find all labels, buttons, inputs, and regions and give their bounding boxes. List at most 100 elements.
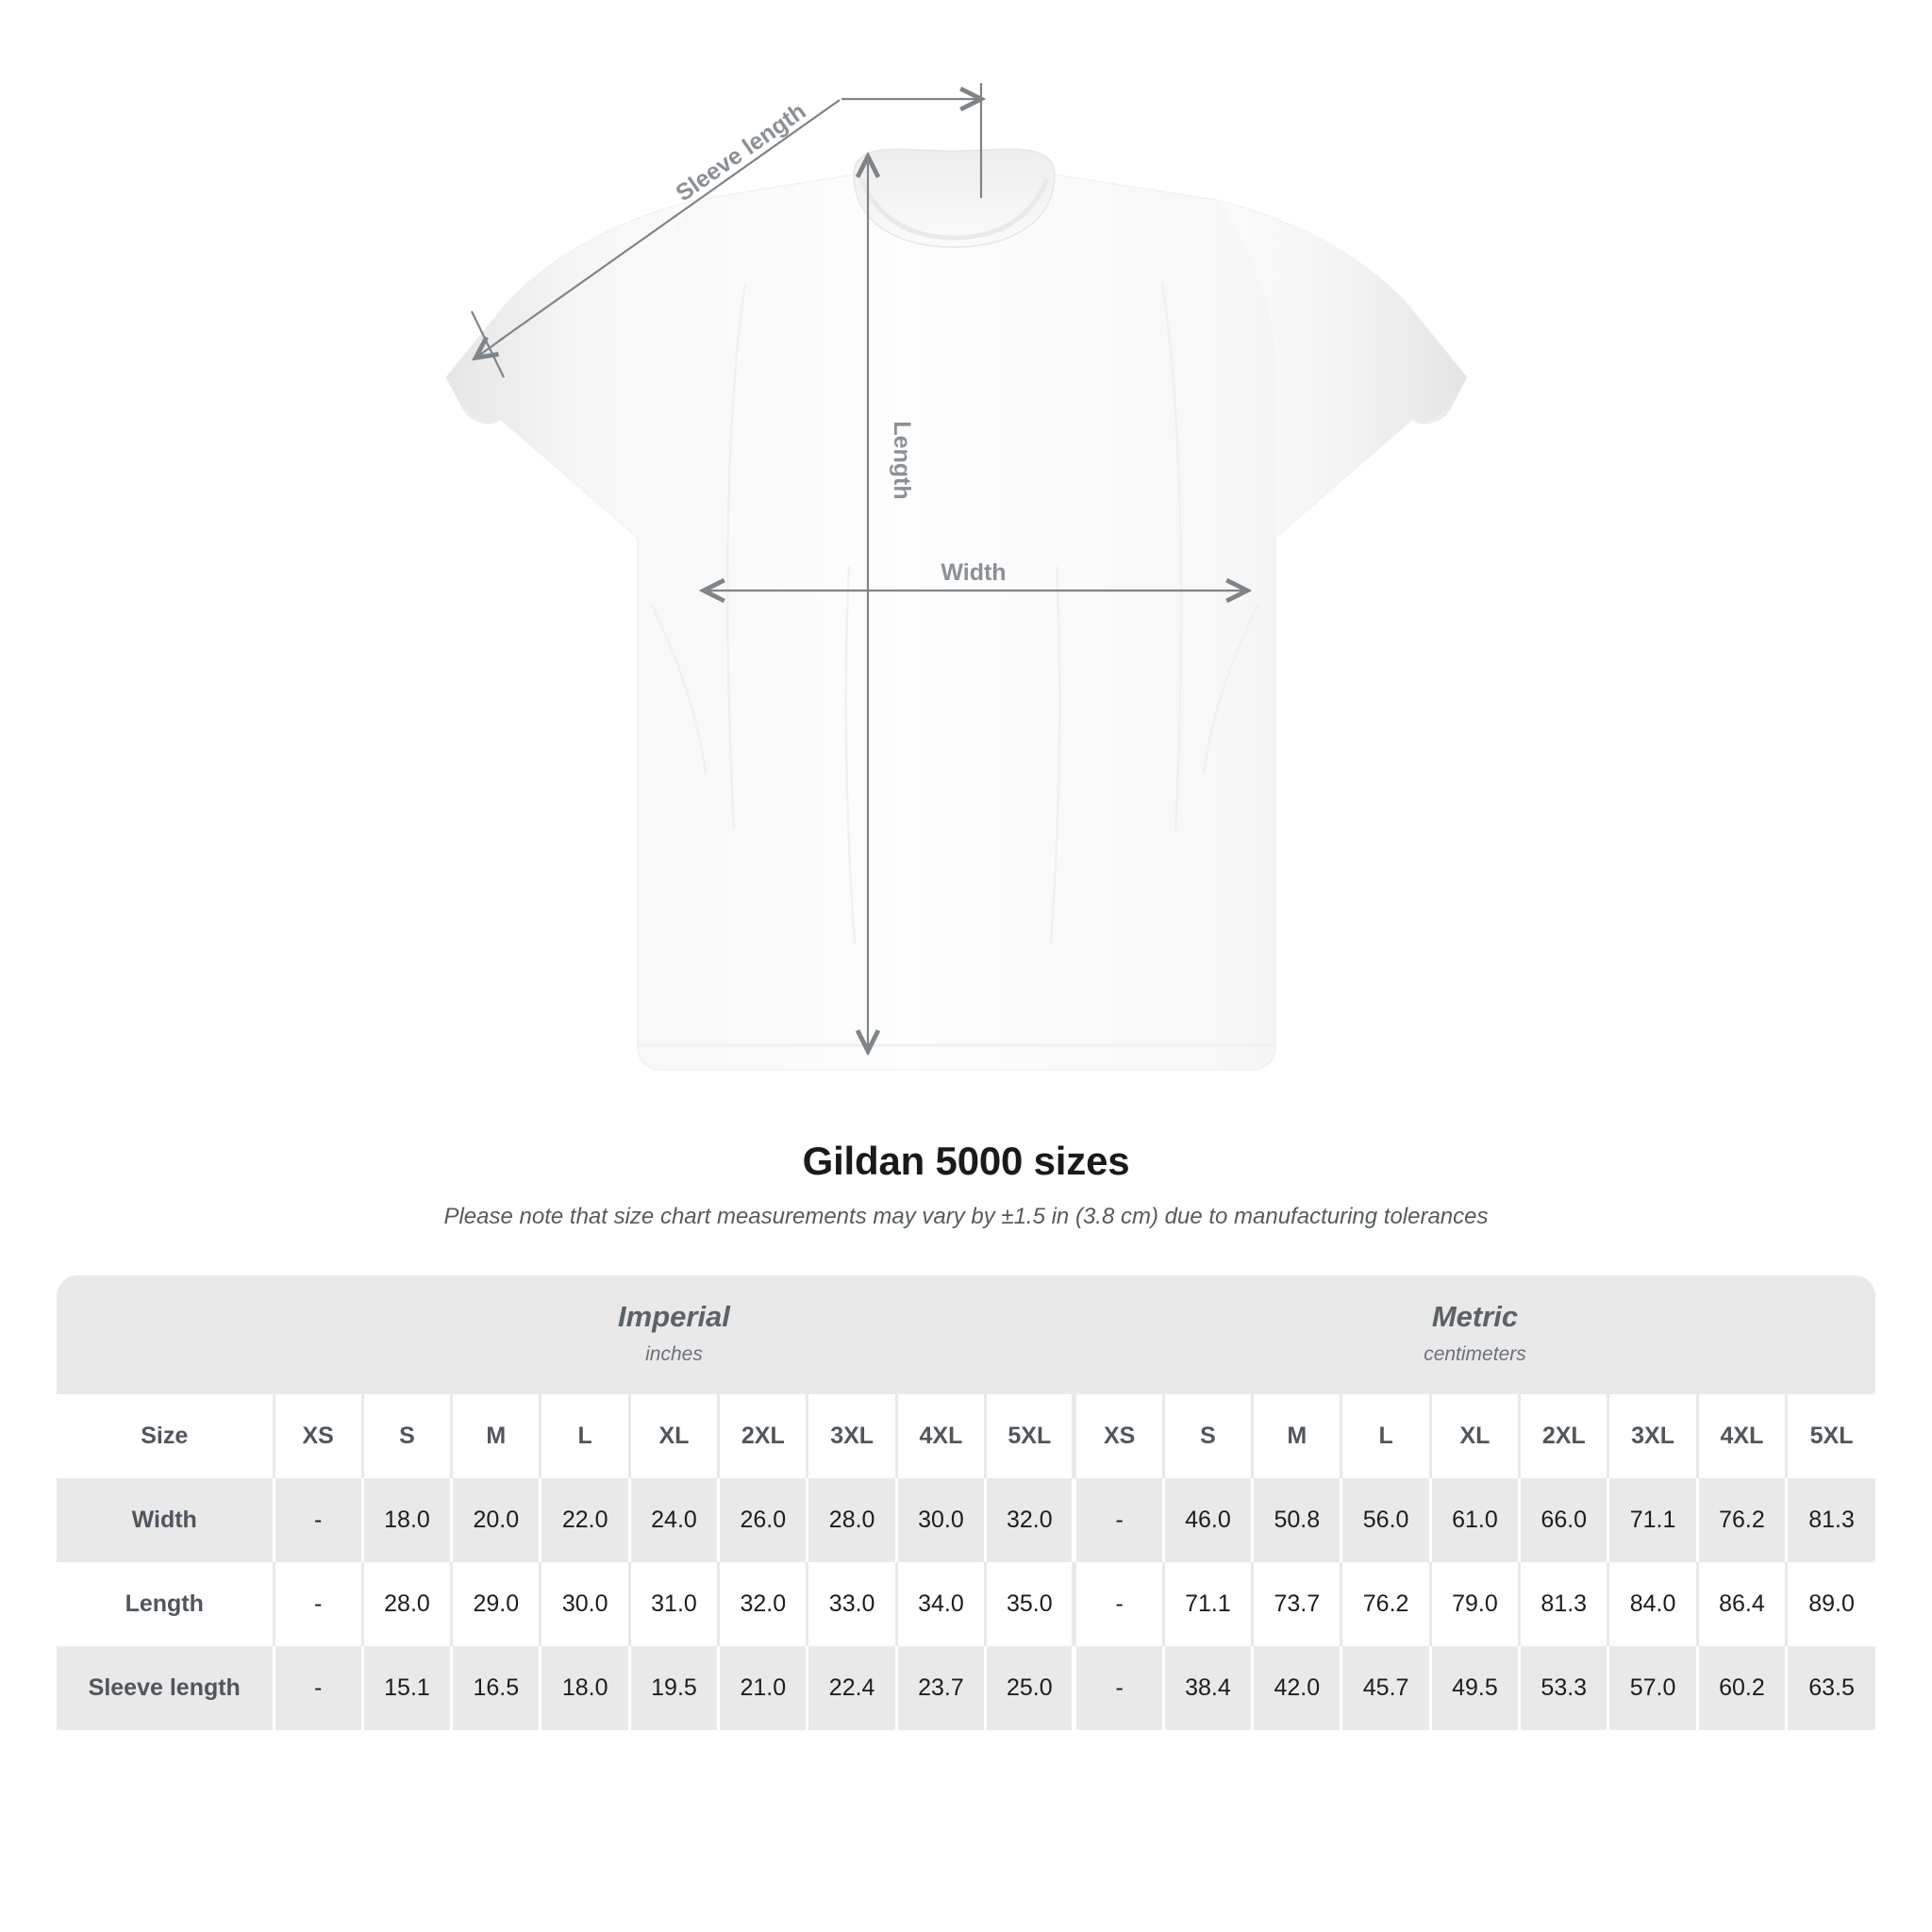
cell-width-metric-3xl: 71.1 [1607, 1477, 1698, 1562]
cell-length-metric-xl: 79.0 [1428, 1561, 1520, 1646]
cell-width-imperial-m: 20.0 [450, 1477, 541, 1562]
unit-subtitle: centimeters [1424, 1342, 1526, 1365]
cell-length-imperial-l: 30.0 [539, 1561, 630, 1646]
cell-length-imperial-5xl: 35.0 [984, 1561, 1074, 1646]
row-label-width: Width [57, 1477, 274, 1562]
size-header-imperial-5xl: 5XL [984, 1393, 1074, 1478]
cell-sleeve-length-imperial-xs: - [272, 1645, 363, 1730]
cell-width-metric-xl: 61.0 [1428, 1477, 1520, 1562]
cell-length-imperial-xl: 31.0 [627, 1561, 719, 1646]
cell-length-metric-2xl: 81.3 [1518, 1561, 1608, 1646]
cell-width-imperial-xl: 24.0 [627, 1477, 719, 1562]
cell-sleeve-length-metric-3xl: 57.0 [1607, 1645, 1698, 1730]
cell-sleeve-length-imperial-2xl: 21.0 [717, 1645, 808, 1730]
cell-length-metric-3xl: 84.0 [1607, 1561, 1698, 1646]
cell-length-metric-s: 71.1 [1161, 1561, 1253, 1646]
sleeve-diagonal-line [497, 99, 841, 342]
heading-block: Gildan 5000 sizes Please note that size … [0, 1139, 1932, 1231]
unit-header-spacer [57, 1275, 274, 1394]
page-title: Gildan 5000 sizes [802, 1139, 1130, 1183]
row-label-length: Length [57, 1561, 274, 1646]
cell-width-metric-s: 46.0 [1161, 1477, 1253, 1562]
table-row: Sleeve length -15.1 16.5 18.0 19.5 21.0 22.4 23… [57, 1645, 1875, 1730]
cell-sleeve-length-metric-4xl: 60.2 [1695, 1645, 1787, 1730]
size-header-metric-5xl: 5XL [1785, 1393, 1875, 1478]
tshirt-diagram: Sleeve length Length Width [445, 83, 1468, 1071]
table-row: Length -28.0 29.0 30.0 31.0 32.0 33.0 34.0 35.0-… [57, 1561, 1875, 1646]
cell-width-imperial-l: 22.0 [539, 1477, 630, 1562]
tshirt-body-shape [445, 148, 1468, 1071]
cell-length-metric-m: 73.7 [1251, 1561, 1341, 1646]
cell-width-metric-m: 50.8 [1251, 1477, 1341, 1562]
page-subtitle: Please note that size chart measurements… [443, 1204, 1489, 1230]
cell-width-imperial-xs: - [272, 1477, 363, 1562]
cell-length-metric-4xl: 86.4 [1695, 1561, 1787, 1646]
cell-width-imperial-s: 18.0 [360, 1477, 452, 1562]
cell-sleeve-length-metric-2xl: 53.3 [1518, 1645, 1608, 1730]
cell-width-metric-l: 56.0 [1340, 1477, 1431, 1562]
size-header-metric-m: M [1251, 1393, 1341, 1478]
row-label-size: Size [57, 1393, 274, 1478]
sleeve-end-arrow [477, 338, 505, 357]
cell-length-imperial-m: 29.0 [450, 1561, 541, 1646]
cell-sleeve-length-imperial-5xl: 25.0 [984, 1645, 1074, 1730]
cell-length-imperial-3xl: 33.0 [806, 1561, 897, 1646]
cell-width-imperial-5xl: 32.0 [984, 1477, 1074, 1562]
unit-name: Imperial [618, 1300, 730, 1333]
size-header-metric-xs: XS [1072, 1393, 1164, 1478]
cell-length-metric-5xl: 89.0 [1785, 1561, 1875, 1646]
cell-width-metric-5xl: 81.3 [1785, 1477, 1875, 1562]
size-header-metric-xl: XL [1428, 1393, 1520, 1478]
cell-sleeve-length-imperial-3xl: 22.4 [806, 1645, 897, 1730]
length-label: Length [889, 421, 915, 499]
cell-sleeve-length-imperial-s: 15.1 [360, 1645, 452, 1730]
cell-sleeve-length-metric-xl: 49.5 [1428, 1645, 1520, 1730]
table-row: Width -18.0 20.0 22.0 24.0 26.0 28.0 30.0 32.0-4… [57, 1477, 1875, 1562]
cell-length-imperial-xs: - [272, 1561, 363, 1646]
width-label: Width [941, 559, 1006, 586]
size-header-row: Size XS S M L XL 2XL 3XL 4XL 5XL XS S M L XL 2XL 3XL 4XL 5… [57, 1393, 1875, 1478]
size-header-imperial-3xl: 3XL [806, 1393, 897, 1478]
size-header-imperial-xl: XL [627, 1393, 719, 1478]
size-header-metric-s: S [1161, 1393, 1253, 1478]
cell-width-metric-xs: - [1072, 1477, 1164, 1562]
size-header-imperial-xs: XS [272, 1393, 363, 1478]
cell-sleeve-length-imperial-l: 18.0 [539, 1645, 630, 1730]
size-header-imperial-l: L [539, 1393, 630, 1478]
sleeve-cuff-tick [471, 310, 505, 378]
cell-sleeve-length-imperial-4xl: 23.7 [894, 1645, 986, 1730]
cell-width-metric-4xl: 76.2 [1695, 1477, 1787, 1562]
unit-header-imperial: Imperial inches [274, 1275, 1074, 1394]
cell-sleeve-length-metric-s: 38.4 [1161, 1645, 1253, 1730]
size-header-imperial-2xl: 2XL [717, 1393, 808, 1478]
unit-header-row: Imperial inches Metric centimeters [57, 1275, 1875, 1394]
cell-length-imperial-s: 28.0 [360, 1561, 452, 1646]
cell-length-metric-l: 76.2 [1340, 1561, 1431, 1646]
cell-length-imperial-2xl: 32.0 [717, 1561, 808, 1646]
size-header-imperial-s: S [360, 1393, 452, 1478]
row-label-sleeve-length: Sleeve length [57, 1645, 274, 1730]
cell-length-metric-xs: - [1072, 1561, 1164, 1646]
cell-sleeve-length-metric-xs: - [1072, 1645, 1164, 1730]
unit-header-metric: Metric centimeters [1074, 1275, 1875, 1394]
unit-subtitle: inches [645, 1342, 703, 1365]
size-header-imperial-4xl: 4XL [894, 1393, 986, 1478]
cell-sleeve-length-metric-l: 45.7 [1340, 1645, 1431, 1730]
size-table: Imperial inches Metric centimeters Size XS S M L… [57, 1275, 1875, 1730]
size-header-metric-4xl: 4XL [1695, 1393, 1787, 1478]
size-header-imperial-m: M [450, 1393, 541, 1478]
cell-width-imperial-3xl: 28.0 [806, 1477, 897, 1562]
size-table-container: Imperial inches Metric centimeters Size XS S M L… [57, 1275, 1875, 1730]
cell-sleeve-length-imperial-xl: 19.5 [627, 1645, 719, 1730]
size-header-metric-3xl: 3XL [1607, 1393, 1698, 1478]
cell-sleeve-length-metric-m: 42.0 [1251, 1645, 1341, 1730]
size-header-metric-l: L [1340, 1393, 1431, 1478]
cell-sleeve-length-metric-5xl: 63.5 [1785, 1645, 1875, 1730]
cell-width-imperial-2xl: 26.0 [717, 1477, 808, 1562]
sleeve-length-annotation [471, 83, 981, 378]
unit-name: Metric [1431, 1300, 1519, 1333]
cell-sleeve-length-imperial-m: 16.5 [450, 1645, 541, 1730]
size-header-metric-2xl: 2XL [1518, 1393, 1608, 1478]
cell-width-metric-2xl: 66.0 [1518, 1477, 1608, 1562]
